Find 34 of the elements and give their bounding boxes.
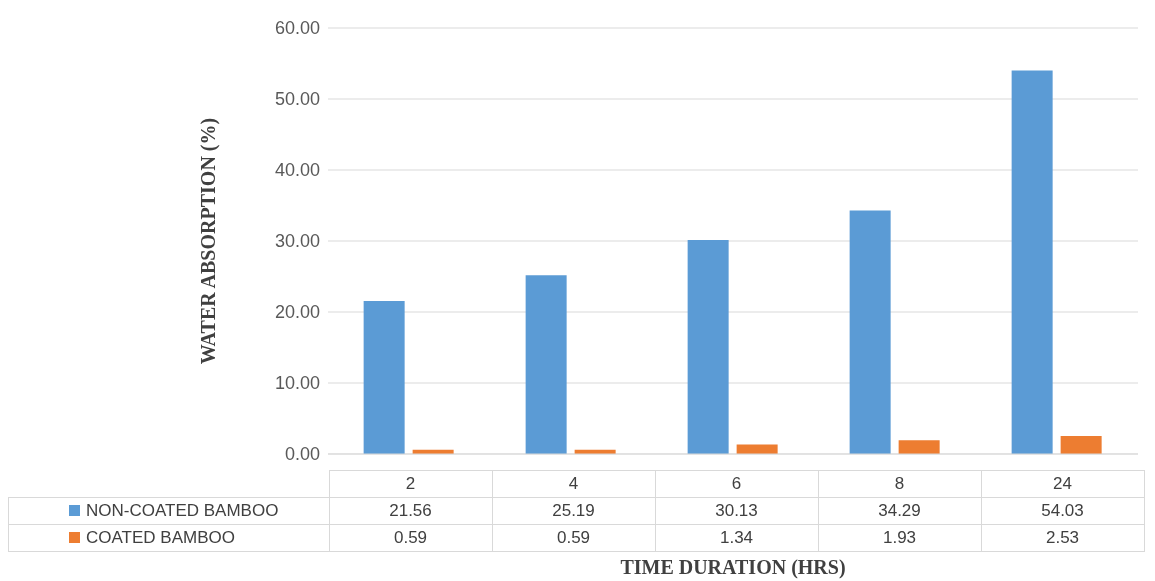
bar	[525, 275, 567, 454]
data-label: 1.93	[818, 524, 981, 552]
x-axis-title: TIME DURATION (HRS)	[619, 556, 847, 579]
x-tick-label: 6	[655, 470, 818, 498]
bar	[849, 210, 891, 454]
x-tick-label: 4	[492, 470, 655, 498]
data-label: 1.34	[655, 524, 818, 552]
data-label: 21.56	[329, 497, 492, 525]
data-label: 34.29	[818, 497, 981, 525]
y-tick-label: 10.00	[274, 373, 320, 394]
bar	[1060, 436, 1102, 454]
y-axis-title: WATER ABSORPTION (%)	[197, 117, 221, 365]
bar	[736, 444, 778, 454]
legend-label: COATED BAMBOO	[8, 524, 329, 552]
data-label: 0.59	[329, 524, 492, 552]
data-label: 25.19	[492, 497, 655, 525]
data-label: 30.13	[655, 497, 818, 525]
y-tick-label: 60.00	[274, 18, 320, 39]
data-label: 2.53	[981, 524, 1144, 552]
data-label: 54.03	[981, 497, 1144, 525]
bar	[687, 240, 729, 454]
y-tick-label: 30.00	[274, 231, 320, 252]
y-tick-label: 50.00	[274, 89, 320, 110]
bar	[898, 440, 940, 454]
data-label: 0.59	[492, 524, 655, 552]
x-tick-label: 2	[329, 470, 492, 498]
bar	[1011, 70, 1053, 454]
y-tick-label: 20.00	[274, 302, 320, 323]
legend-label: NON-COATED BAMBOO	[8, 497, 329, 525]
x-tick-label: 8	[818, 470, 981, 498]
x-tick-label: 24	[981, 470, 1144, 498]
bar	[363, 300, 405, 454]
y-tick-label: 0.00	[284, 444, 320, 465]
y-tick-label: 40.00	[274, 160, 320, 181]
